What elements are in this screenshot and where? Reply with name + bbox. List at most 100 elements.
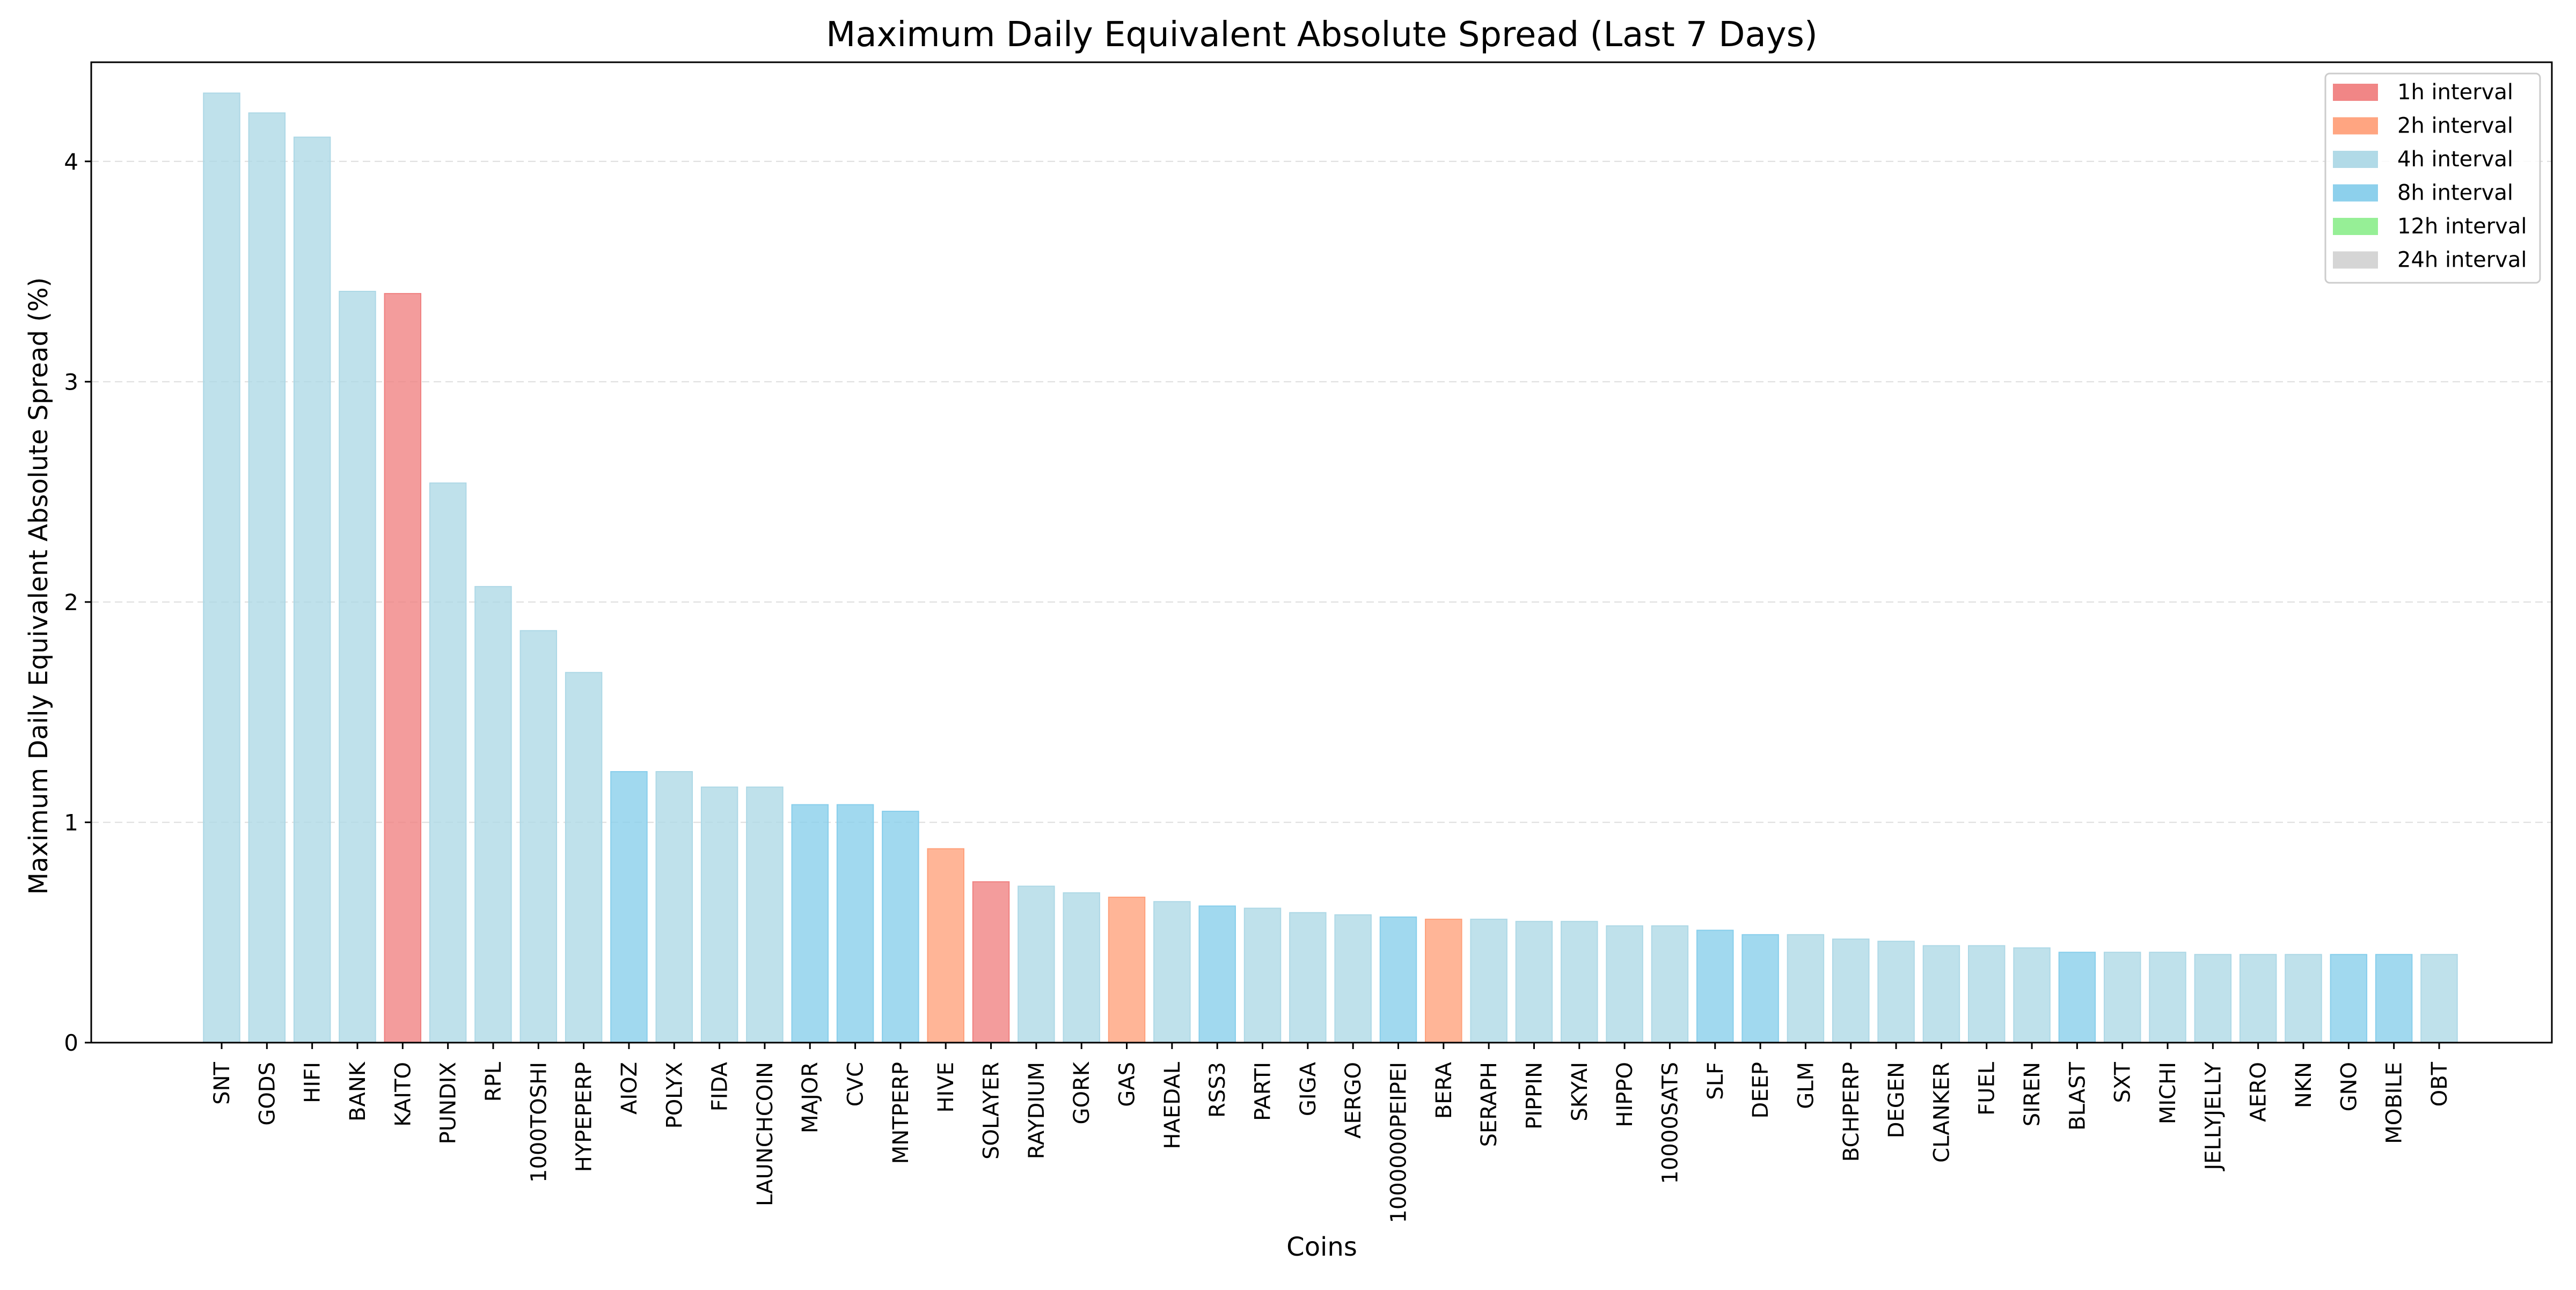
chart-title: Maximum Daily Equivalent Absolute Spread… (826, 15, 1818, 55)
x-tick-label: RSS3 (1205, 1062, 1230, 1118)
bar (1651, 925, 1689, 1043)
bar (1289, 912, 1327, 1044)
x-tick-label: RPL (481, 1061, 506, 1102)
x-tick-label: BLAST (2065, 1061, 2090, 1130)
x-tick-label: CLANKER (1929, 1062, 1954, 1163)
bars (203, 92, 2458, 1044)
bar (882, 810, 919, 1044)
x-tick-label: DEGEN (1884, 1062, 1909, 1138)
x-tick-label: BCHPERP (1839, 1062, 1864, 1162)
legend-swatch (2333, 184, 2378, 202)
x-tick-label: HIPPO (1613, 1062, 1637, 1127)
bar (2285, 954, 2322, 1043)
bar (836, 804, 874, 1043)
x-tick-label: AERGO (1341, 1062, 1366, 1139)
plot-frame (90, 61, 2553, 1044)
x-tick-label: FIDA (708, 1061, 733, 1111)
x-tick-label: JELLYJELLY (2201, 1061, 2226, 1171)
legend-label: 12h interval (2397, 214, 2527, 239)
bar (429, 482, 467, 1044)
bar (2375, 954, 2413, 1043)
x-tick-label: LAUNCHCOIN (753, 1062, 778, 1206)
bar (700, 786, 738, 1043)
bar (1787, 934, 1825, 1043)
bar (2239, 954, 2277, 1043)
bar (1198, 905, 1236, 1043)
bar (1877, 941, 1915, 1044)
x-tick-label: 10000SATS (1658, 1062, 1682, 1184)
bar (2330, 954, 2368, 1043)
bar (1515, 921, 1553, 1044)
bar (2103, 951, 2141, 1044)
x-tick-label: SERAPH (1477, 1062, 1502, 1147)
bar (1153, 901, 1191, 1044)
bar (474, 586, 512, 1043)
bar (565, 672, 603, 1044)
legend-label: 8h interval (2397, 181, 2513, 206)
bar (1561, 921, 1598, 1044)
legend-box (2324, 72, 2541, 284)
x-axis-label: Coins (1286, 1232, 1357, 1262)
bar (1606, 925, 1643, 1043)
legend-swatch (2333, 251, 2378, 269)
x-tick-label: POLYX (662, 1062, 687, 1128)
bar (1063, 892, 1100, 1044)
x-tick-label: PIPPIN (1522, 1062, 1547, 1130)
bar (2058, 951, 2096, 1044)
x-tick-label: KAITO (391, 1062, 415, 1127)
x-tick-label: NKN (2292, 1062, 2316, 1108)
x-tick-label: BERA (1432, 1061, 1457, 1119)
bar (1425, 919, 1462, 1044)
legend-swatch (2333, 84, 2378, 101)
legend: 1h interval 2h interval 4h interval 8h inte… (2324, 72, 2541, 284)
x-tick-label: HYPEPERP (572, 1062, 597, 1172)
legend-label: 4h interval (2397, 147, 2513, 172)
x-tick-label: RAYDIUM (1024, 1062, 1049, 1159)
x-tick-label: AIOZ (617, 1062, 642, 1115)
x-tick-label: GLM (1794, 1062, 1818, 1109)
x-tick-label: HIFI (301, 1062, 325, 1103)
bar (1334, 914, 1372, 1043)
x-tick-label: 1000000PEIPEI (1386, 1062, 1411, 1223)
bar (248, 112, 286, 1044)
bar (339, 290, 376, 1043)
bar (1018, 885, 1055, 1043)
x-tick-label: SLF (1703, 1062, 1728, 1100)
bar (655, 771, 693, 1044)
x-tick-label: GORK (1070, 1061, 1094, 1124)
bar (746, 786, 784, 1043)
x-tick-label: MNTPERP (889, 1062, 913, 1164)
bar (610, 771, 648, 1044)
legend-label: 1h interval (2397, 80, 2513, 105)
x-tick-label: GAS (1115, 1062, 1140, 1107)
bar (203, 92, 240, 1044)
bar (519, 630, 558, 1043)
bar (384, 293, 422, 1044)
bar (1741, 934, 1779, 1043)
x-tick-label: HAEDAL (1160, 1061, 1185, 1149)
x-tick-label: GNO (2337, 1062, 2361, 1111)
x-tick-label: FUEL (1975, 1061, 2000, 1116)
x-tick-label: OBT (2427, 1061, 2452, 1106)
x-tick-label: PARTI (1251, 1062, 1276, 1121)
x-tick-label: MOBILE (2382, 1062, 2407, 1144)
bar (1108, 897, 1146, 1043)
bar (1243, 907, 1282, 1043)
x-tick-label: DEEP (1748, 1062, 1773, 1118)
y-tick-label: 2 (64, 589, 78, 615)
y-tick-label: 1 (64, 809, 78, 835)
y-tick-label: 0 (64, 1030, 78, 1056)
x-tick-label: GODS (255, 1062, 280, 1126)
x-tick-label: MICHI (2156, 1062, 2180, 1124)
x-tick-label: HIVE (934, 1062, 958, 1113)
x-tick-label: 1000TOSHI (526, 1062, 551, 1183)
x-tick-label: SNT (210, 1061, 235, 1104)
x-tick-label: SOLAYER (979, 1062, 1004, 1160)
x-tick-label: GIGA (1296, 1061, 1321, 1116)
x-tick-label: BANK (346, 1061, 370, 1122)
y-tick-label: 4 (64, 149, 78, 175)
bar (972, 881, 1010, 1044)
y-axis-label: Maximum Daily Equivalent Absolute Spread… (24, 277, 54, 895)
